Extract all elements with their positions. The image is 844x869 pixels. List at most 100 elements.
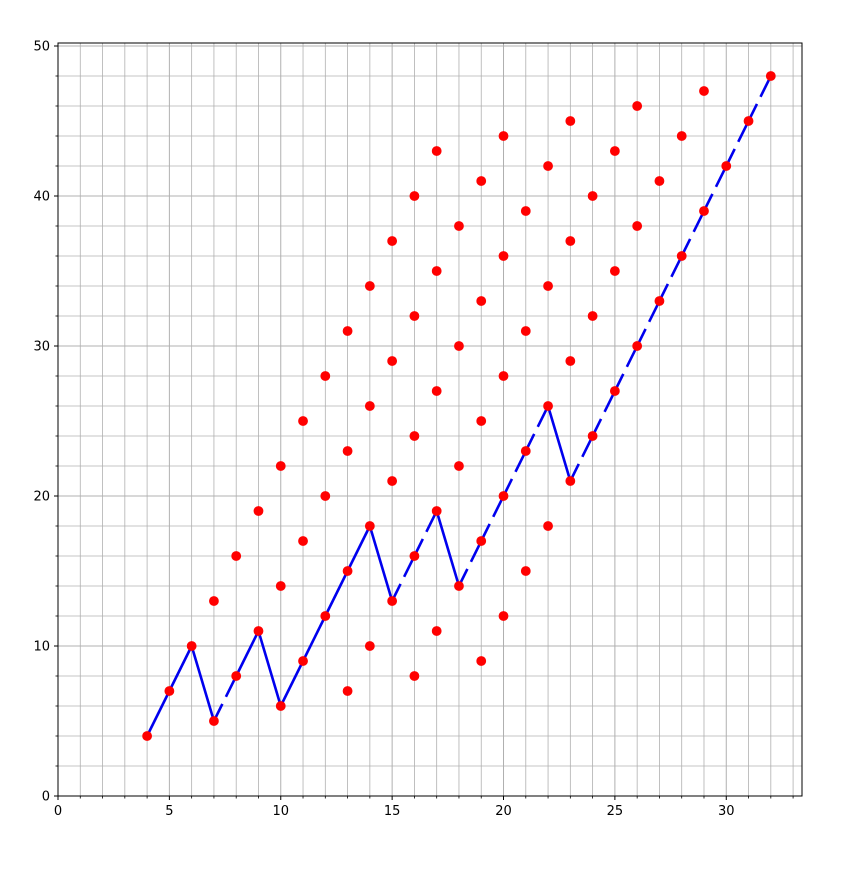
data-point [209,596,219,606]
data-point [587,191,598,201]
data-point [409,671,420,681]
x-tick-label: 10 [272,804,289,819]
data-point [721,161,732,171]
data-point [476,536,487,546]
data-point [520,446,531,456]
data-point [431,386,442,396]
path-segment [658,255,683,302]
path-segment [613,345,639,392]
points-series [142,71,776,741]
path-segment [390,555,416,602]
axis-ticks [54,45,794,800]
path-segment [324,570,349,617]
data-point [565,116,576,126]
data-point [320,491,331,501]
x-tick-label: 0 [54,804,62,819]
data-point [699,206,709,216]
data-point [587,311,598,321]
data-point [231,671,242,681]
path-segment [235,630,260,677]
data-point [632,341,643,351]
y-tick-label: 50 [33,40,50,55]
data-point [387,356,398,366]
data-point [765,71,776,81]
path-segment [212,675,238,722]
data-point [342,566,353,576]
plot-frame [57,42,803,797]
data-point [632,101,643,111]
data-point [253,506,264,516]
data-point [142,731,153,741]
data-point [454,461,464,471]
path-segment [145,690,171,737]
data-point [164,686,175,696]
data-point [342,326,353,336]
data-point [587,431,598,441]
data-point [699,86,709,96]
path-segment [591,390,617,437]
data-point [364,401,375,411]
path-segment [413,510,438,557]
data-point [498,131,509,141]
data-point [476,656,487,666]
data-point [543,161,553,171]
data-point [498,371,509,381]
data-point [209,716,219,726]
data-point [520,206,531,216]
data-point [476,176,487,186]
data-point [565,476,576,486]
y-tick-label: 30 [33,340,50,355]
y-tick-label: 0 [42,790,50,805]
path-segment [569,435,594,482]
data-point [454,581,464,591]
data-point [654,296,665,306]
x-tick-label: 5 [165,804,173,819]
data-point [298,416,308,426]
data-point [409,191,420,201]
data-point [743,116,754,126]
data-point [275,461,286,471]
data-point [654,176,665,186]
major-gridlines [57,43,802,797]
data-point [320,371,331,381]
path-segment [257,630,283,707]
data-point [543,281,553,291]
x-tick-label: 15 [384,804,401,819]
path-segment [279,660,305,707]
path-segment [168,645,193,692]
path-segment [346,525,372,572]
path-segment [680,210,706,257]
data-point [387,596,398,606]
path-segment [502,450,527,497]
y-tick-label: 40 [33,190,50,205]
path-segment [635,300,661,347]
data-point [565,356,576,366]
data-point [543,401,553,411]
data-point [298,656,308,666]
data-point [498,491,509,501]
x-tick-label: 20 [495,804,512,819]
path-segment [301,615,327,662]
data-point [431,626,442,636]
path-segment [524,405,550,452]
data-point [609,386,620,396]
data-point [231,551,242,561]
data-point [520,326,531,336]
data-point [431,266,442,276]
data-point [364,641,375,651]
data-point [431,146,442,156]
data-point [454,221,464,231]
data-point [520,566,531,576]
path-segment [725,120,750,167]
data-point [498,611,509,621]
data-point [298,536,308,546]
data-point [676,131,687,141]
data-point [409,311,420,321]
path-segment [480,495,505,542]
data-point [342,686,353,696]
data-point [186,641,197,651]
data-point [609,146,620,156]
data-point [253,626,264,636]
path-series [145,75,772,737]
